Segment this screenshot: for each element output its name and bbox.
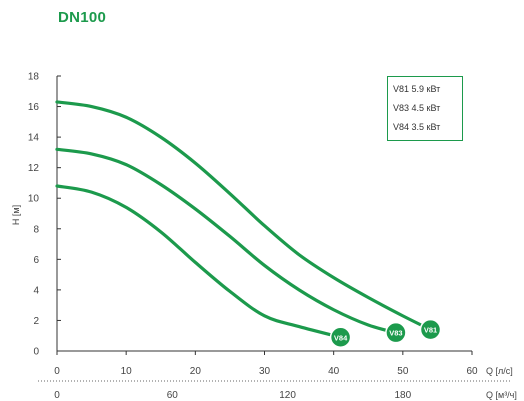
series-marker-label: V81	[424, 326, 437, 335]
y-tick-label: 18	[28, 72, 40, 83]
y-tick-label: 10	[28, 194, 40, 205]
curve-markers: V81 V83 V84	[329, 318, 442, 348]
x2-axis-label: Q [м³/ч]	[486, 390, 517, 400]
x-tick-label: 10	[121, 366, 133, 377]
x-tick-label: 20	[190, 366, 202, 377]
x2-tick-label: 180	[394, 390, 411, 401]
x2-tick-label: 60	[167, 390, 179, 401]
legend-item-v84: V84 3.5 кВт	[393, 122, 441, 132]
x2-tick-label: 0	[54, 390, 60, 401]
series-end-marker-v83	[385, 321, 407, 344]
x2-tick-label: 120	[279, 390, 296, 401]
series-end-marker-v81	[419, 318, 442, 341]
series-line-v84	[55, 184, 343, 339]
x-tick-label: 0	[54, 366, 60, 377]
y-axis-label: H [м]	[11, 205, 21, 225]
series-line-v83	[55, 147, 398, 335]
series-marker-label: V83	[389, 329, 402, 338]
curves	[55, 100, 433, 339]
series-line-v81	[55, 100, 433, 332]
y-tick-label: 14	[28, 133, 40, 144]
y-tick-label: 6	[33, 255, 39, 266]
x-axis-label: Q [л/с]	[486, 366, 513, 376]
y-tick-label: 16	[28, 102, 40, 113]
y-tick-label: 12	[28, 163, 40, 174]
y-tick-label: 2	[33, 316, 39, 327]
series-marker-label: V84	[334, 333, 348, 342]
page-title: DN100	[58, 9, 107, 26]
x-tick-label: 30	[259, 366, 271, 377]
legend-item-v83: V83 4.5 кВт	[393, 103, 441, 113]
legend: V81 5.9 кВт V83 4.5 кВт V84 3.5 кВт	[387, 76, 463, 141]
x-tick-label: 40	[328, 366, 340, 377]
y-tick-label: 0	[33, 347, 39, 358]
x-tick-label: 60	[466, 366, 478, 377]
series-end-marker-v84	[329, 326, 352, 348]
x-tick-label: 50	[397, 366, 409, 377]
y-tick-label: 4	[33, 285, 39, 296]
y-tick-label: 8	[33, 224, 39, 235]
legend-item-v81: V81 5.9 кВт	[393, 84, 441, 94]
